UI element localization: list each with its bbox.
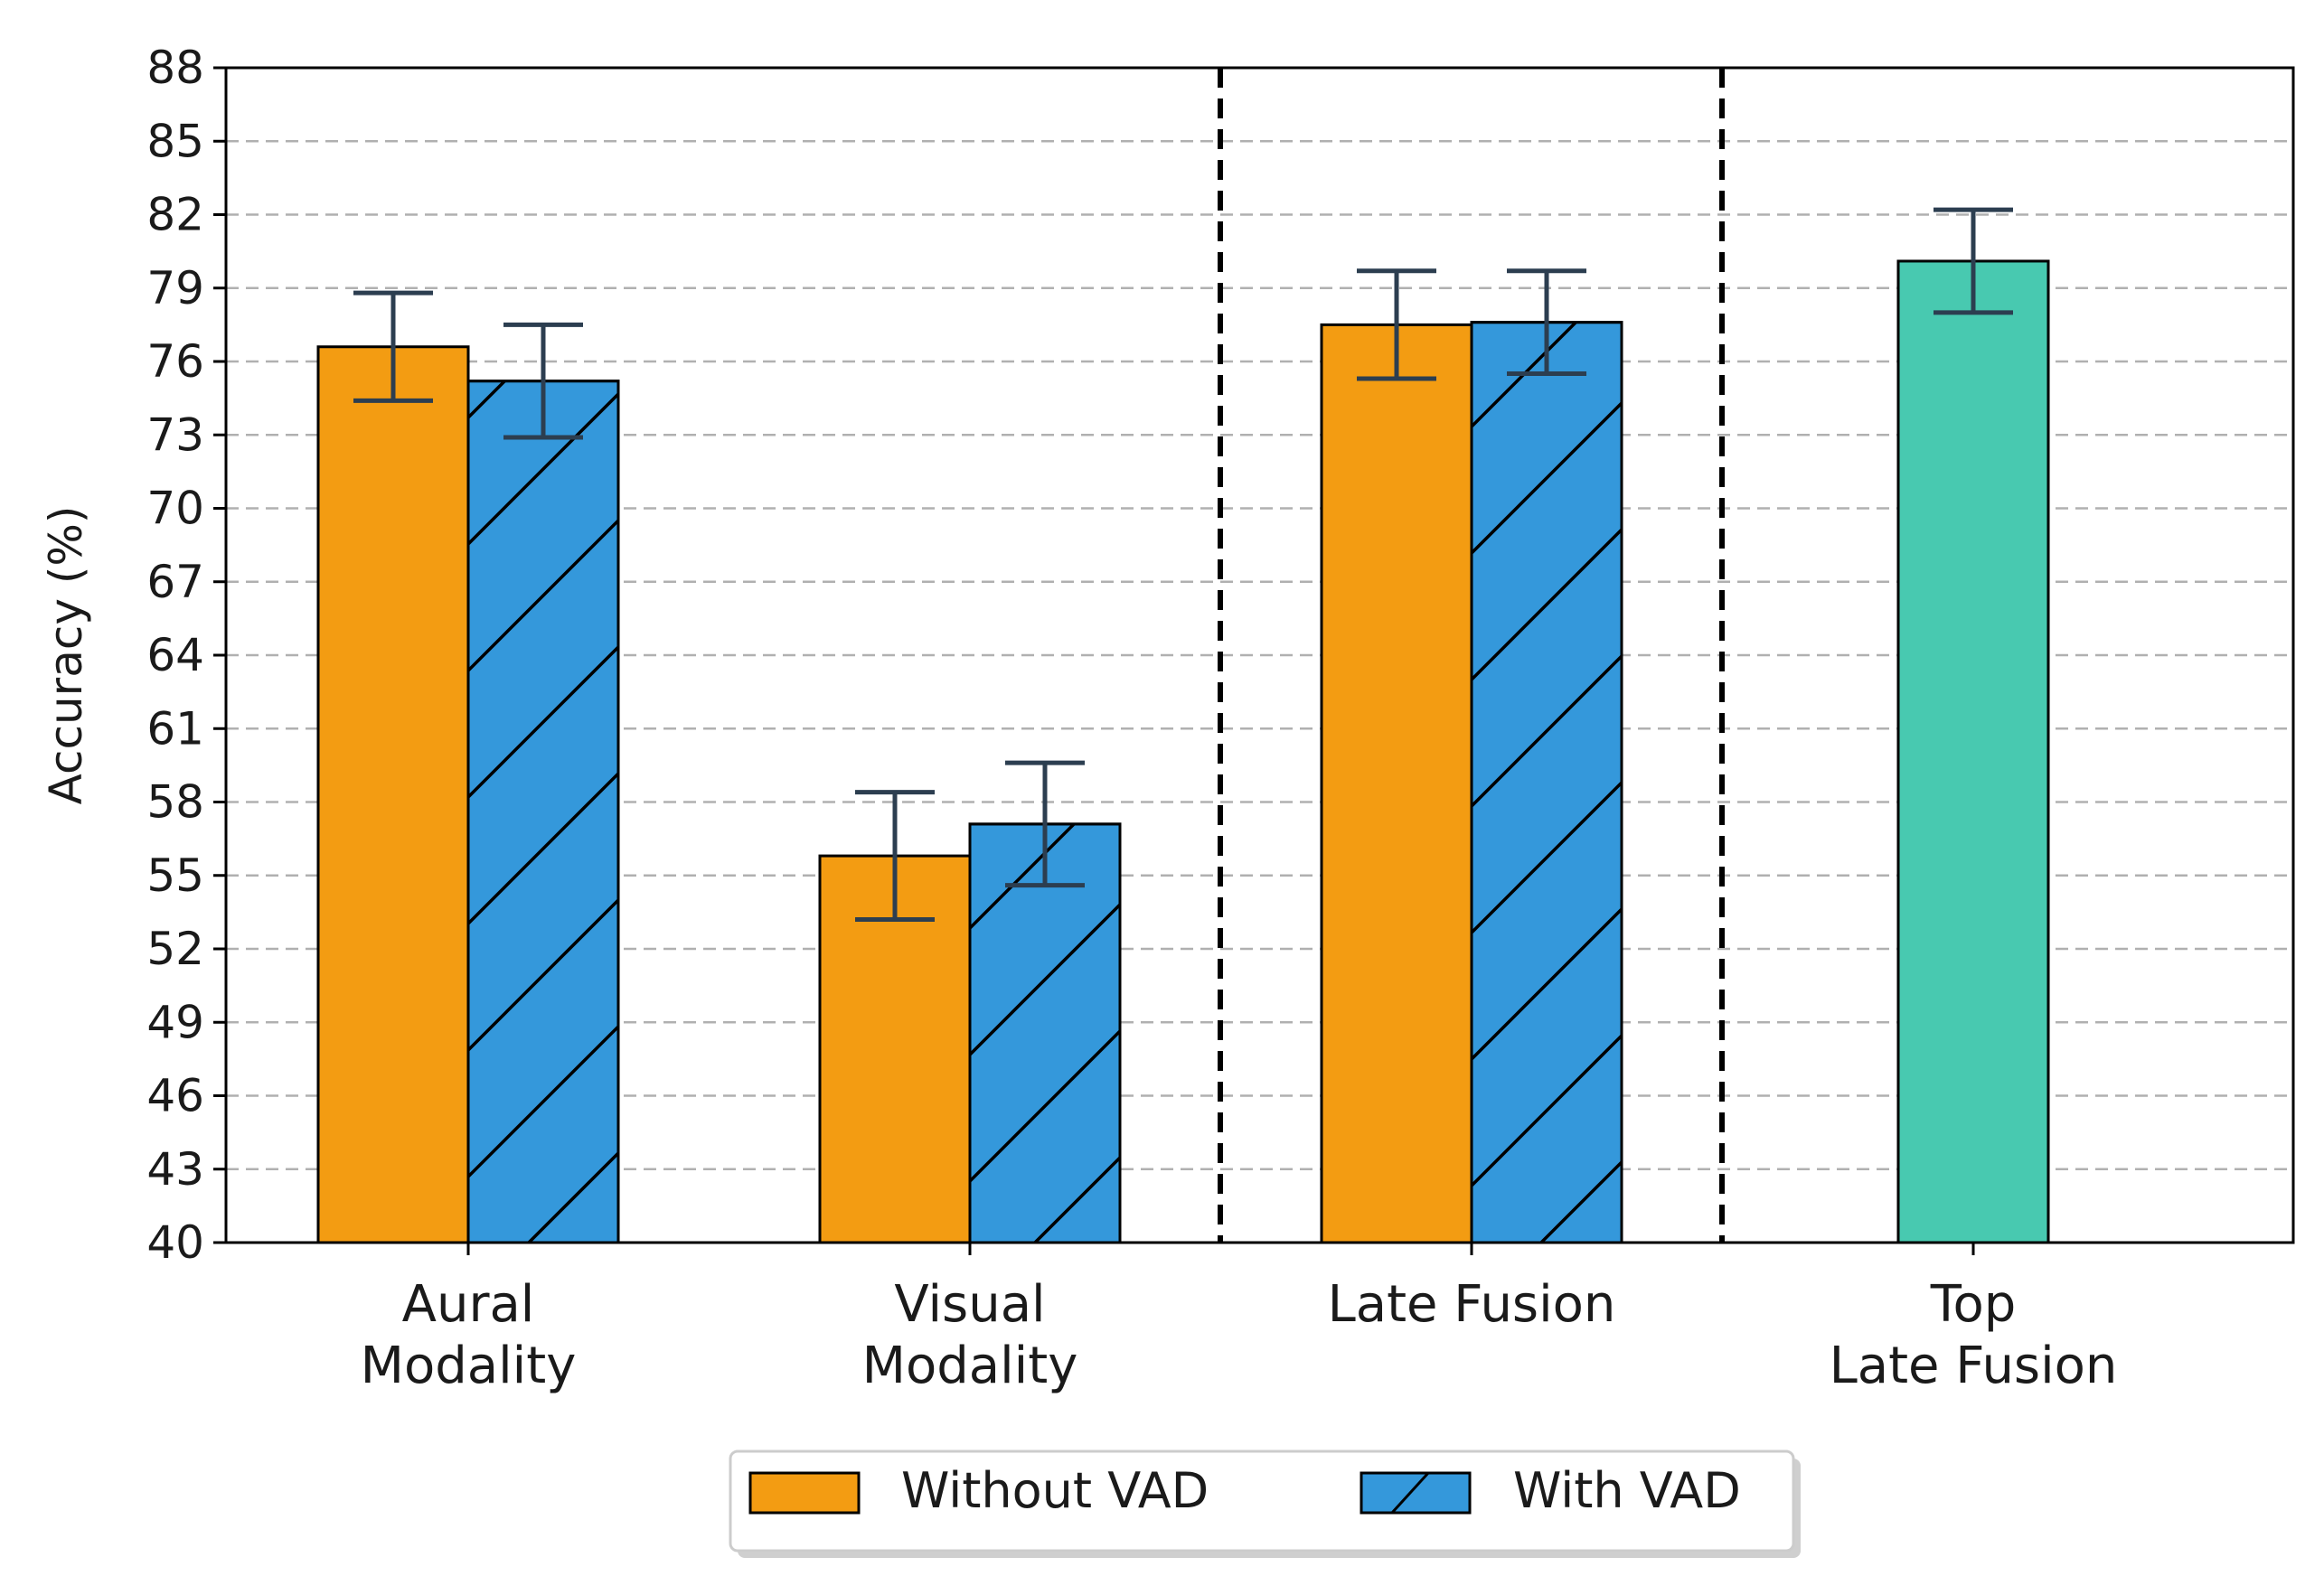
legend-box (729, 1450, 1795, 1553)
error-bars (353, 207, 2013, 922)
y-tick-label: 46 (146, 1070, 204, 1122)
y-tick-label: 61 (146, 702, 204, 755)
y-tick-label: 40 (146, 1216, 204, 1269)
y-tick-label: 73 (146, 408, 204, 461)
bar-without-vad-0 (316, 345, 470, 1244)
y-tick-label: 49 (146, 996, 204, 1048)
bar-hatch-with-vad-1 (968, 822, 1122, 1244)
x-category-label-line: Late Fusion (1830, 1337, 2118, 1395)
x-category-label-line: Modality (862, 1337, 1078, 1395)
legend-label-without-vad: Without VAD (901, 1462, 1209, 1519)
legend-swatch-hatch (1390, 1471, 1430, 1515)
x-category-label: Aural Modality (361, 1275, 577, 1395)
x-category-label: Top Late Fusion (1830, 1275, 2118, 1395)
bar-without-vad-2 (1320, 323, 1473, 1244)
x-category-label-line: Modality (361, 1337, 577, 1395)
bar-top-late-fusion-3 (1896, 259, 2050, 1244)
group-separators (1218, 68, 1725, 1243)
legend: Without VAD With VAD (729, 1450, 1801, 1558)
legend-label-with-vad: With VAD (1513, 1462, 1741, 1519)
y-tick-label: 64 (146, 629, 204, 681)
y-tick-label: 76 (146, 335, 204, 388)
y-axis-title: Accuracy (%) (40, 506, 92, 805)
x-category-label: Visual Modality (862, 1275, 1078, 1395)
x-category-label: Late Fusion (1328, 1275, 1616, 1334)
y-tick-label: 82 (146, 189, 204, 241)
y-tick-label: 79 (146, 262, 204, 314)
y-axis-ticks: 40 43 46 49 52 55 58 61 64 67 70 73 76 79 82 85 88 (146, 42, 226, 1269)
x-category-label-line: Late Fusion (1328, 1275, 1616, 1334)
bars (316, 259, 2050, 1244)
x-category-label-line: Top (1930, 1275, 2017, 1334)
y-tick-label: 70 (146, 483, 204, 535)
bar-hatch-with-vad-2 (1470, 321, 1623, 1244)
y-tick-label: 85 (146, 115, 204, 167)
bar-hatch-with-vad-0 (466, 380, 620, 1244)
x-category-label-line: Visual (894, 1275, 1045, 1334)
y-tick-label: 88 (146, 42, 204, 94)
y-tick-label: 43 (146, 1143, 204, 1196)
legend-swatch-without-vad (748, 1471, 861, 1515)
x-category-label-line: Aural (402, 1275, 535, 1334)
y-tick-label: 58 (146, 776, 204, 829)
y-tick-label: 67 (146, 556, 204, 608)
y-tick-label: 52 (146, 923, 204, 975)
legend-swatch-with-vad (1360, 1471, 1472, 1515)
y-tick-label: 55 (146, 849, 204, 902)
